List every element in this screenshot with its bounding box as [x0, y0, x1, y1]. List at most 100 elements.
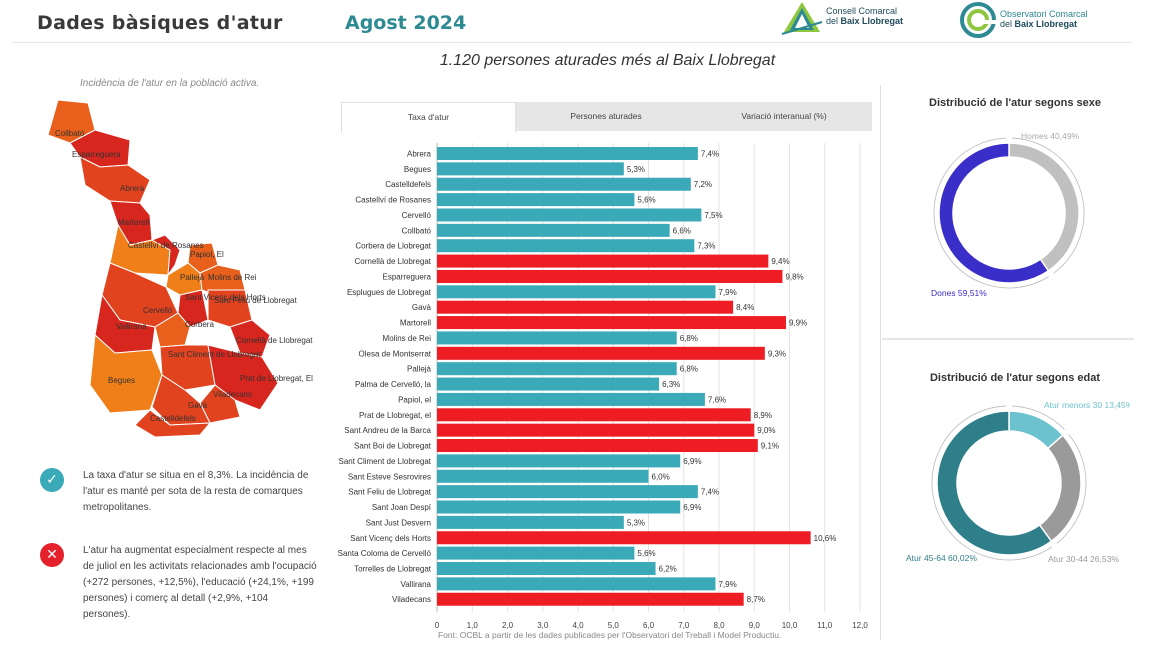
bar[interactable]: [437, 331, 677, 345]
x-tick-label: 8,0: [713, 621, 725, 630]
source-note: Font: OCBL a partir de les dades publica…: [438, 630, 782, 640]
category-label: Prat de Llobregat, el: [359, 411, 431, 420]
category-label: Martorell: [400, 319, 431, 328]
bar-value-label: 6,8%: [680, 334, 698, 343]
bar[interactable]: [437, 561, 656, 575]
bar-value-label: 6,6%: [673, 226, 691, 235]
bar-value-label: 5,6%: [637, 549, 655, 558]
tab-variacio-interanual[interactable]: Variació interanual (%): [741, 111, 827, 121]
bar[interactable]: [437, 223, 670, 237]
category-label: Sant Feliu de Llobregat: [348, 488, 432, 497]
map-region-viladecans[interactable]: [199, 384, 241, 424]
tab-taxa-atur[interactable]: Taxa d'atur: [341, 102, 516, 133]
category-label: Sant Esteve Sesrovires: [348, 472, 431, 481]
bar[interactable]: [437, 316, 786, 330]
category-label: Cornellà de Llobregat: [355, 257, 432, 266]
map-label: Martorell: [118, 218, 149, 227]
map-labels: Collbató Esparreguera Abrera Martorell C…: [55, 129, 313, 423]
donut-slice[interactable]: [1038, 434, 1082, 543]
map-region-abrera[interactable]: [79, 156, 151, 204]
category-label: Esplugues de Llobregat: [347, 288, 432, 297]
bar-value-label: 7,4%: [701, 488, 719, 497]
unemployment-rate-bar-chart: 0 1,0 2,0 3,0 4,0 5,0 6,0 7,0 8,0 9,0 10,0 11,0 12,0…: [338, 143, 868, 630]
slice-label: Atur 30-44 26,53%: [1048, 554, 1119, 564]
bar[interactable]: [437, 193, 635, 207]
slice-label: Atur 45-64 60,02%: [906, 553, 977, 563]
map-label: Corbera: [185, 320, 214, 329]
bar[interactable]: [437, 485, 698, 499]
headline: 1.120 persones aturades més al Baix Llob…: [439, 52, 776, 69]
category-label: Castelldefels: [385, 180, 431, 189]
page-title: Dades bàsiques d'atur: [37, 12, 283, 34]
bar-value-label: 5,6%: [637, 196, 655, 205]
bar-value-label: 5,3%: [627, 518, 645, 527]
bar[interactable]: [437, 269, 783, 283]
header-divider: [12, 42, 1132, 43]
bar[interactable]: [437, 254, 769, 268]
map-label: Pallejà: [180, 273, 205, 282]
category-label: Sant Just Desvern: [366, 518, 431, 527]
category-label: Santa Coloma de Cervelló: [338, 549, 432, 558]
bar[interactable]: [437, 408, 751, 422]
observatori-logo-mark: [960, 2, 996, 38]
bar-value-label: 6,0%: [652, 472, 670, 481]
bar-value-label: 7,9%: [718, 580, 736, 589]
chart-tabs: Taxa d'atur Persones aturades Variació i…: [341, 102, 872, 133]
consell-comarcal-logo: Consell Comarcal del Baix Llobregat: [780, 0, 910, 36]
map-region-corbera[interactable]: [154, 312, 191, 348]
vertical-divider: [880, 85, 881, 640]
bar[interactable]: [437, 546, 635, 560]
bar[interactable]: [437, 239, 695, 253]
bar[interactable]: [437, 346, 765, 360]
bar[interactable]: [437, 392, 705, 406]
bar[interactable]: [437, 577, 716, 591]
map-label: Sant Vicenç dels Horts: [185, 293, 266, 302]
category-label: Esparreguera: [383, 272, 432, 281]
bar[interactable]: [437, 362, 677, 376]
map-region-begues[interactable]: [89, 333, 163, 414]
map-region-sant-vicenc[interactable]: [177, 289, 209, 328]
bar[interactable]: [437, 285, 716, 299]
category-label: Gavà: [412, 303, 432, 312]
map-region-martorell-east[interactable]: [150, 234, 181, 277]
horizontal-divider: [882, 338, 1134, 340]
donut-slice[interactable]: [1008, 142, 1080, 272]
map-label: Viladecans: [213, 390, 252, 399]
bar[interactable]: [437, 439, 758, 453]
bar-value-label: 6,3%: [662, 380, 680, 389]
category-label: Begues: [404, 165, 431, 174]
bar[interactable]: [437, 531, 811, 545]
category-label: Vallirana: [400, 580, 431, 589]
bar[interactable]: [437, 177, 691, 191]
bar[interactable]: [437, 515, 624, 529]
category-label: Sant Boi de Llobregat: [354, 442, 432, 451]
slice-leader-arc: [1011, 137, 1085, 274]
bar[interactable]: [437, 423, 755, 437]
map-region-castelldefels[interactable]: [134, 409, 212, 438]
bar[interactable]: [437, 147, 698, 160]
donut-slice[interactable]: [936, 410, 1053, 556]
bar[interactable]: [437, 500, 681, 514]
map-region-cornella[interactable]: [229, 319, 271, 358]
bar-value-label: 7,2%: [694, 180, 712, 189]
slice-leader-arc: [1012, 405, 1065, 430]
bar[interactable]: [437, 592, 744, 606]
category-label: Sant Vicenç dels Horts: [350, 534, 431, 543]
bar[interactable]: [437, 454, 681, 468]
bar-value-label: 6,9%: [683, 457, 701, 466]
x-tick-label: 2,0: [502, 621, 514, 630]
category-label: Sant Climent de Llobregat: [339, 457, 432, 466]
tab-persones-aturades[interactable]: Persones aturades: [570, 111, 642, 121]
bar[interactable]: [437, 208, 702, 222]
bar[interactable]: [437, 469, 649, 483]
bar[interactable]: [437, 300, 734, 314]
bar[interactable]: [437, 162, 624, 176]
x-tick-label: 9,0: [749, 621, 761, 630]
bar[interactable]: [437, 377, 660, 391]
bar-value-label: 8,4%: [736, 303, 754, 312]
donut-slice[interactable]: [938, 142, 1050, 284]
x-tick-label: 0: [435, 621, 440, 630]
municipality-map[interactable]: Collbató Esparreguera Abrera Martorell C…: [40, 95, 320, 440]
bar-value-label: 9,8%: [785, 272, 803, 281]
sex-donut-title: Distribució de l'atur segons sexe: [929, 97, 1101, 109]
